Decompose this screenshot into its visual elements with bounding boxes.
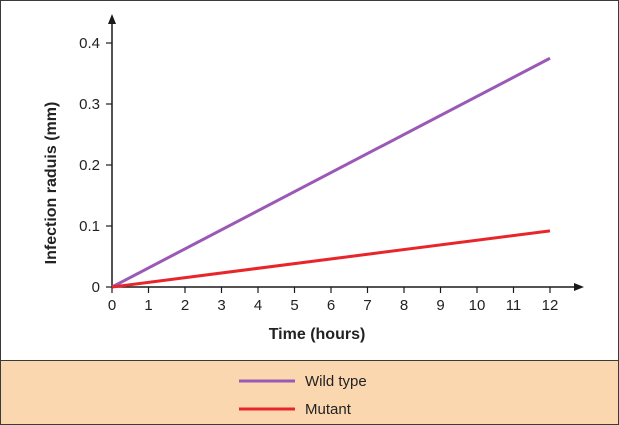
legend-svg: Wild type Mutant — [239, 373, 367, 418]
x-tick-label: 8 — [400, 297, 408, 314]
x-tick-label: 6 — [327, 297, 335, 314]
x-tick-label: 12 — [542, 297, 559, 314]
legend: Wild type Mutant — [1, 360, 618, 424]
series-line-wild-type — [111, 56, 551, 289]
x-tick-label: 11 — [506, 297, 522, 314]
x-tick-label: 0 — [108, 297, 116, 314]
x-tick-label: 10 — [469, 297, 486, 314]
x-tick-label: 3 — [217, 297, 225, 314]
y-tick-label: 0 — [92, 279, 100, 296]
x-tick-label: 4 — [254, 297, 262, 314]
x-tick-label: 5 — [290, 297, 298, 314]
y-tick-label: 0.1 — [79, 218, 100, 235]
x-tick-label: 2 — [181, 297, 189, 314]
legend-label: Wild type — [305, 373, 367, 390]
y-tick-label: 0.2 — [79, 157, 100, 174]
x-tick-label: 7 — [363, 297, 371, 314]
x-axis-title: Time (hours) — [269, 326, 366, 343]
legend-label: Mutant — [305, 401, 352, 418]
y-tick-label: 0.4 — [79, 35, 100, 52]
series-line-mutant — [111, 229, 551, 289]
y-axis-title: Infection raduis (mm) — [43, 102, 60, 265]
y-tick-label: 0.3 — [79, 96, 100, 113]
x-tick-label: 9 — [436, 297, 444, 314]
x-tick-label: 1 — [144, 297, 152, 314]
plot-area: 0 1 2 3 4 5 6 7 8 9 10 11 12 0 0.1 0.2 0.3 0.4 Time (hours… — [1, 1, 618, 360]
